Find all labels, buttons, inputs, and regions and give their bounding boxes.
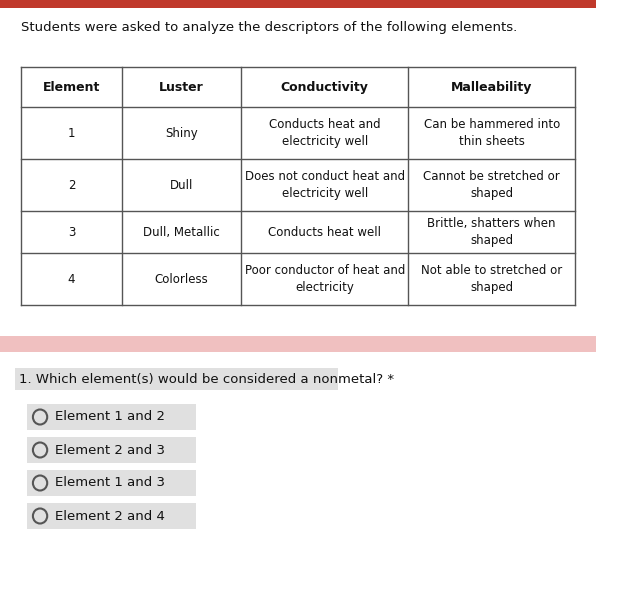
Text: Students were asked to analyze the descriptors of the following elements.: Students were asked to analyze the descr… xyxy=(21,20,518,33)
Text: Poor conductor of heat and
electricity: Poor conductor of heat and electricity xyxy=(244,264,405,294)
Text: 2: 2 xyxy=(68,178,75,192)
Text: 3: 3 xyxy=(68,226,75,239)
FancyBboxPatch shape xyxy=(27,470,196,496)
Text: Luster: Luster xyxy=(159,80,204,93)
Text: Brittle, shatters when
shaped: Brittle, shatters when shaped xyxy=(428,217,556,247)
Text: Can be hammered into
thin sheets: Can be hammered into thin sheets xyxy=(424,118,560,148)
Text: Not able to stretched or
shaped: Not able to stretched or shaped xyxy=(421,264,562,294)
Text: Dull: Dull xyxy=(170,178,193,192)
Text: 4: 4 xyxy=(68,273,75,286)
Text: Conductivity: Conductivity xyxy=(281,80,369,93)
Bar xyxy=(0,0,596,8)
FancyBboxPatch shape xyxy=(27,437,196,463)
Text: 1. Which element(s) would be considered a nonmetal? *: 1. Which element(s) would be considered … xyxy=(19,372,394,386)
Bar xyxy=(0,336,596,352)
Text: Conducts heat and
electricity well: Conducts heat and electricity well xyxy=(269,118,381,148)
FancyBboxPatch shape xyxy=(27,404,196,430)
Text: Element 2 and 4: Element 2 and 4 xyxy=(55,509,165,522)
Text: 1: 1 xyxy=(68,127,75,139)
FancyBboxPatch shape xyxy=(15,368,338,390)
Text: Colorless: Colorless xyxy=(155,273,209,286)
Text: Does not conduct heat and
electricity well: Does not conduct heat and electricity we… xyxy=(244,170,405,200)
Text: Shiny: Shiny xyxy=(165,127,198,139)
Text: Conducts heat well: Conducts heat well xyxy=(268,226,381,239)
Text: Element 1 and 3: Element 1 and 3 xyxy=(55,477,165,490)
Text: Malleability: Malleability xyxy=(451,80,532,93)
Text: Cannot be stretched or
shaped: Cannot be stretched or shaped xyxy=(423,170,560,200)
Text: Dull, Metallic: Dull, Metallic xyxy=(143,226,220,239)
Text: Element 1 and 2: Element 1 and 2 xyxy=(55,411,165,424)
Text: Element 2 and 3: Element 2 and 3 xyxy=(55,443,165,456)
Text: Element: Element xyxy=(43,80,100,93)
Bar xyxy=(0,352,596,595)
FancyBboxPatch shape xyxy=(27,503,196,529)
